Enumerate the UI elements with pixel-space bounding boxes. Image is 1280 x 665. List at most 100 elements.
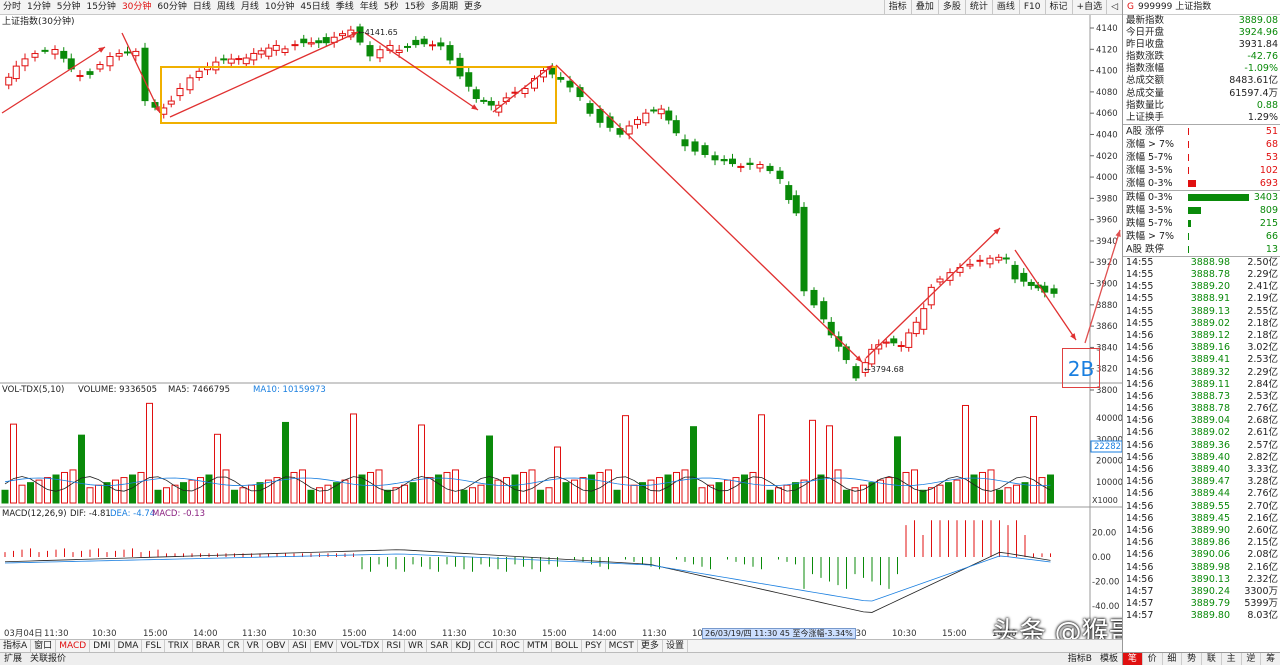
tool-button[interactable]: 多股	[937, 0, 965, 15]
panel-tab[interactable]: 逆	[1242, 653, 1262, 665]
period-tab[interactable]: 多周期	[431, 1, 459, 12]
indicator-tab[interactable]: BOLL	[552, 640, 583, 652]
indicator-tab[interactable]: 窗口	[31, 640, 57, 652]
indicator-tab[interactable]: CCI	[475, 640, 498, 652]
indicator-tab[interactable]: SAR	[427, 640, 453, 652]
candle-body	[132, 50, 140, 57]
status-item[interactable]: 指标B	[1067, 654, 1092, 664]
kline-chart[interactable]: 上证指数(30分钟) 4140 4120 4100 4080 4060 4040 4020 40…	[0, 15, 1122, 639]
volume-bar	[928, 487, 935, 504]
indicator-tab[interactable]: 设置	[663, 640, 688, 652]
panel-tab[interactable]: 筹	[1261, 653, 1280, 665]
indicator-tab[interactable]: EMV	[311, 640, 338, 652]
period-tab[interactable]: 更多	[464, 1, 483, 12]
volume-bar	[945, 482, 952, 504]
tool-button[interactable]: ◁	[1106, 0, 1122, 15]
indicator-tab[interactable]: RSI	[383, 640, 406, 652]
volume-bar	[367, 471, 374, 504]
period-tab[interactable]: 日线	[192, 1, 211, 12]
vol-tick-label: 20000	[1096, 457, 1122, 467]
x-tick-label: 11:30	[44, 629, 69, 639]
tool-button[interactable]: 叠加	[910, 0, 938, 15]
status-item[interactable]: 模板	[1099, 654, 1118, 664]
tool-button[interactable]: +自选	[1071, 0, 1107, 15]
tool-button[interactable]: 画线	[991, 0, 1019, 15]
period-tab[interactable]: 年线	[359, 1, 378, 12]
candle-body	[852, 366, 860, 379]
indicator-tab[interactable]: MCST	[606, 640, 638, 652]
tick-volume: 2.68亿	[1247, 415, 1278, 427]
indicator-tab[interactable]: MTM	[524, 640, 552, 652]
tick-time: 14:56	[1126, 500, 1154, 512]
tool-button[interactable]: 指标	[883, 0, 911, 15]
period-tab[interactable]: 15秒	[404, 1, 426, 12]
indicator-tab[interactable]: VOL-TDX	[337, 640, 384, 652]
panel-tab[interactable]: 势	[1182, 653, 1202, 665]
volume-bar	[1013, 484, 1020, 504]
x-tick-label: 10:30	[92, 629, 117, 639]
volume-bar	[826, 425, 833, 504]
tick-volume: 2.53亿	[1247, 354, 1278, 366]
candle-body	[920, 308, 928, 330]
period-tab[interactable]: 5秒	[383, 1, 399, 12]
panel-tab[interactable]: 细	[1163, 653, 1183, 665]
tick-time: 14:55	[1126, 281, 1154, 293]
indicator-tab[interactable]: WR	[405, 640, 428, 652]
period-tab[interactable]: 60分钟	[157, 1, 187, 12]
period-tab[interactable]: 15分钟	[86, 1, 116, 12]
period-tab[interactable]: 分时	[3, 1, 22, 12]
period-tab[interactable]: 45日线	[300, 1, 330, 12]
indicator-tab[interactable]: FSL	[142, 640, 166, 652]
indicator-tab[interactable]: ASI	[289, 640, 311, 652]
volume-bar	[239, 487, 247, 504]
volume-bar	[418, 424, 425, 504]
period-tab[interactable]: 月线	[240, 1, 259, 12]
tool-button[interactable]: 标记	[1044, 0, 1072, 15]
candle-body	[366, 45, 374, 57]
period-tab[interactable]: 10分钟	[264, 1, 295, 12]
candle-body	[820, 301, 828, 320]
indicator-tab[interactable]: 更多	[638, 640, 663, 652]
indicator-tab[interactable]: OBV	[263, 640, 290, 652]
indicator-tab[interactable]: MACD	[56, 640, 91, 652]
indicator-tab[interactable]: PSY	[582, 640, 606, 652]
candle-body	[861, 362, 869, 373]
status-item[interactable]: 关联报价	[30, 654, 67, 664]
period-tab[interactable]: 1分钟	[27, 1, 51, 12]
candle-body	[76, 74, 84, 77]
indicator-tab[interactable]: KDJ	[452, 640, 475, 652]
period-tab[interactable]: 季线	[335, 1, 354, 12]
period-tab[interactable]: 5分钟	[56, 1, 81, 12]
candle-body	[339, 33, 346, 37]
indicator-tab[interactable]: BRAR	[193, 640, 225, 652]
volume-bar	[902, 471, 910, 504]
tick-volume: 2.76亿	[1247, 403, 1278, 415]
volume-bar	[911, 469, 918, 504]
tick-time: 14:56	[1126, 524, 1154, 536]
indicator-tab[interactable]: CR	[224, 640, 244, 652]
breadth-count: 53	[1265, 151, 1278, 163]
indicator-tab[interactable]: 指标A	[0, 640, 32, 652]
status-item[interactable]: 扩展	[4, 654, 23, 664]
indicator-tab[interactable]: DMI	[90, 640, 115, 652]
panel-tab[interactable]: 价	[1143, 653, 1163, 665]
panel-tab[interactable]: 笔	[1123, 653, 1143, 665]
tool-button[interactable]: 统计	[964, 0, 992, 15]
breadth-count: 693	[1259, 177, 1278, 189]
tick-time: 14:56	[1126, 427, 1154, 439]
breadth-count: 809	[1259, 204, 1278, 216]
indicator-tab[interactable]: ROC	[497, 640, 524, 652]
candle-body	[291, 44, 299, 47]
volume-bar	[477, 484, 485, 504]
indicator-tab[interactable]: DMA	[115, 640, 143, 652]
volume-bar	[307, 489, 315, 504]
period-tab[interactable]: 周线	[216, 1, 235, 12]
indicator-tab[interactable]: TRIX	[165, 640, 193, 652]
tool-button[interactable]: F10	[1018, 0, 1045, 15]
panel-tab[interactable]: 主	[1222, 653, 1242, 665]
tick-time: 14:56	[1126, 488, 1154, 500]
panel-tab[interactable]: 联	[1202, 653, 1222, 665]
period-tab[interactable]: 30分钟	[121, 1, 152, 12]
indicator-tab[interactable]: VR	[244, 640, 264, 652]
breadth-row: 跌幅 0-3% 3403	[1123, 191, 1280, 204]
